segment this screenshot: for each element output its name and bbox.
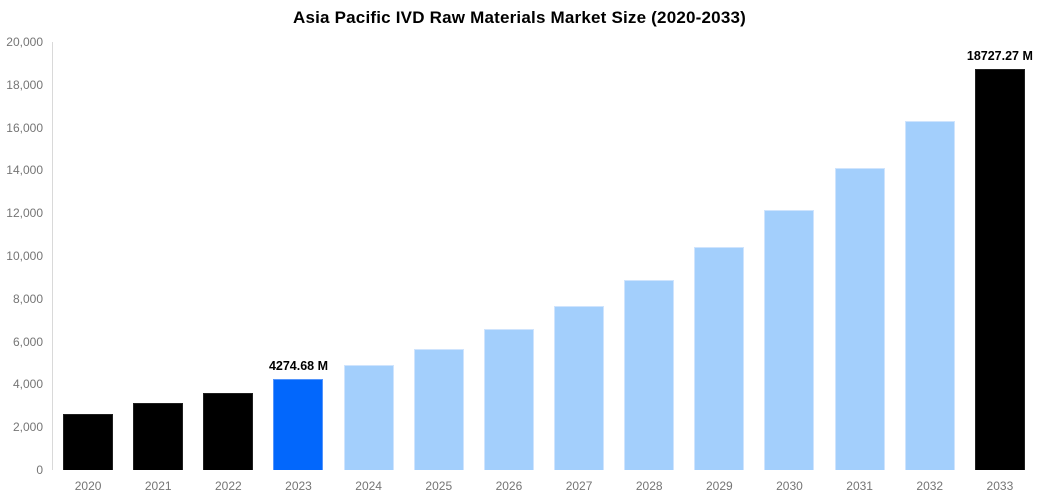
bar-2024[interactable] xyxy=(343,365,394,470)
y-tick-label: 16,000 xyxy=(6,120,43,135)
bar-2022[interactable] xyxy=(203,392,254,470)
bar-slot-2028 xyxy=(614,42,684,470)
y-tick-label: 10,000 xyxy=(6,249,43,263)
x-tick-label-2025: 2025 xyxy=(425,479,453,493)
chart-title: Asia Pacific IVD Raw Materials Market Si… xyxy=(292,8,747,27)
bar-slot-2020 xyxy=(53,42,123,470)
plot-area: 0 2,000 4,000 6,000 8,000 10,000 12,000 14,000 1… xyxy=(6,35,1035,493)
bar-slot-2032 xyxy=(895,42,965,470)
x-tick-label-2032: 2032 xyxy=(916,479,944,493)
x-axis: 2020 2021 2022 2023 2024 2025 2026 2027 2028 2029… xyxy=(53,470,1035,493)
bar-2023[interactable] xyxy=(273,378,324,470)
y-axis: 0 2,000 4,000 6,000 8,000 10,000 12,000 14,000 1… xyxy=(1,35,53,477)
x-tick-label-2024: 2024 xyxy=(355,479,382,493)
x-tick-label-2026: 2026 xyxy=(495,479,523,493)
y-tick-label: 4,000 xyxy=(12,377,43,392)
value-label-2023: 4274.68 M xyxy=(268,358,329,373)
bar-slot-2021 xyxy=(123,42,193,470)
bar-slot-2029 xyxy=(684,42,754,470)
x-tick-label-2029: 2029 xyxy=(705,479,733,493)
bar-slot-2026 xyxy=(474,42,544,470)
bar-slot-2024 xyxy=(334,42,404,470)
x-tick-label-2020: 2020 xyxy=(74,479,102,493)
y-tick-label: 2,000 xyxy=(12,420,43,435)
bar-2026[interactable] xyxy=(483,328,534,470)
bar-2029[interactable] xyxy=(694,247,745,470)
x-tick-label-2021: 2021 xyxy=(144,479,172,493)
value-label-2033: 18727.27 M xyxy=(966,49,1033,64)
x-tick-label-2033: 2033 xyxy=(986,479,1014,493)
bar-2027[interactable] xyxy=(554,306,605,470)
bar-2028[interactable] xyxy=(624,279,675,470)
bar-slot-2030 xyxy=(754,42,824,470)
x-tick-label-2030: 2030 xyxy=(776,479,803,493)
x-tick-label-2031: 2031 xyxy=(846,479,873,493)
bar-2021[interactable] xyxy=(133,402,184,470)
x-tick-label-2022: 2022 xyxy=(215,479,242,493)
bar-2020[interactable] xyxy=(63,413,114,470)
y-tick-label: 14,000 xyxy=(6,163,43,178)
bars-row: 4274.68 M 18727.27 M xyxy=(53,42,1035,470)
x-tick-label-2027: 2027 xyxy=(565,479,593,493)
bar-2031[interactable] xyxy=(834,168,885,470)
bar-slot-2031 xyxy=(825,42,895,470)
y-tick-label: 8,000 xyxy=(12,291,43,306)
y-tick-label: 18,000 xyxy=(6,77,43,92)
bar-slot-2023: 4274.68 M xyxy=(263,42,333,470)
bar-2033[interactable] xyxy=(974,69,1025,470)
bar-slot-2033: 18727.27 M xyxy=(965,42,1035,470)
bar-slot-2027 xyxy=(544,42,614,470)
y-tick-label: 12,000 xyxy=(6,206,43,221)
bar-slot-2022 xyxy=(193,42,263,470)
y-tick-label: 0 xyxy=(36,463,43,477)
bar-2030[interactable] xyxy=(764,210,815,470)
x-tick-label-2023: 2023 xyxy=(285,479,312,493)
y-tick-label: 20,000 xyxy=(6,35,43,49)
x-tick-label-2028: 2028 xyxy=(635,479,663,493)
bar-2032[interactable] xyxy=(904,121,955,470)
y-tick-label: 6,000 xyxy=(12,334,43,349)
bar-slot-2025 xyxy=(404,42,474,470)
bar-2025[interactable] xyxy=(413,349,464,470)
